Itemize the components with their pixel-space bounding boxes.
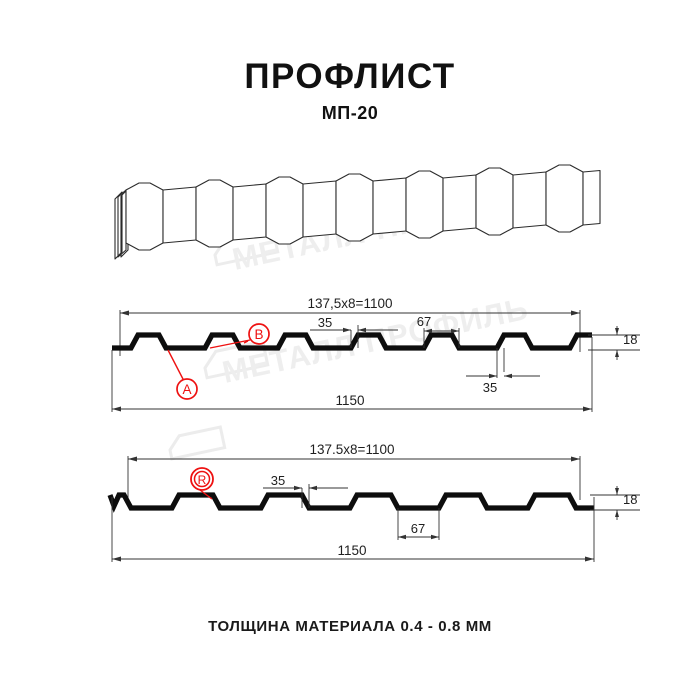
material-thickness-note: ТОЛЩИНА МАТЕРИАЛА 0.4 - 0.8 ММ [208,618,492,635]
profile-r-marker-r: R [190,467,214,500]
profile-a-dim-18-label: 18 [623,332,637,347]
profile-a-dim-35-top-label: 35 [318,315,332,330]
profile-r-waveform [107,492,594,513]
profile-r-dim-67-label: 67 [411,521,425,536]
profile-r-dim-35-label: 35 [271,473,285,488]
isometric-profile-view [114,164,601,260]
profile-r-top-dimension [127,456,581,503]
profile-r-diagram: 137.5x8=1100 35 67 [107,442,640,562]
profile-r-bottom-dimension [111,497,595,562]
profile-a-top-dimension-label: 137,5x8=1100 [308,296,393,311]
profile-r-dim-18-label: 18 [623,492,637,507]
profile-a-marker-a: A [167,349,198,400]
profile-a-diagram: 137,5x8=1100 35 67 [111,296,640,412]
profile-a-dim-67-label: 67 [417,314,431,329]
profile-a-dim-35-bottom [466,348,540,379]
profile-a-bottom-dimension [111,337,593,412]
profile-a-waveform [112,332,592,351]
model-designation: МП-20 [321,103,379,123]
profile-r-dim-35 [263,484,348,508]
profile-r-marker-r-label: R [198,473,207,487]
profile-a-dim-35-bottom-label: 35 [483,380,497,395]
profile-a-dim-18 [588,326,640,360]
profile-r-top-dimension-label: 137.5x8=1100 [310,442,395,457]
profile-r-bottom-dimension-label: 1150 [337,543,366,558]
profile-a-marker-a-label: A [182,382,191,397]
profile-a-bottom-dimension-label: 1150 [335,393,364,408]
profile-r-dim-67 [397,508,440,540]
profile-a-dim-67 [423,328,460,348]
profile-a-marker-b: B [209,323,270,349]
profile-a-marker-b-label: B [254,327,263,342]
profile-r-dim-18 [590,486,640,520]
profile-a-dim-35-top [310,325,398,348]
page-title: ПРОФЛИСТ [244,57,456,96]
